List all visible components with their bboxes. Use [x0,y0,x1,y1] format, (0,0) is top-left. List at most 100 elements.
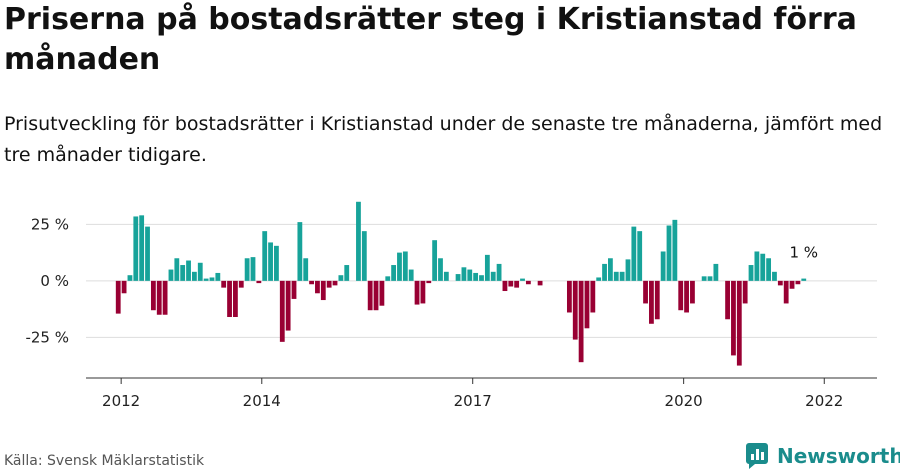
bar [473,272,479,281]
bar [397,252,402,281]
x-tick-label: 2022 [805,392,843,410]
bar [772,271,777,281]
x-tick-label: 2017 [454,392,492,410]
bar [279,280,285,342]
bar [514,280,520,288]
bar [479,275,484,281]
bar [145,226,150,281]
bar [654,280,660,320]
bar [596,277,602,281]
bar [643,280,648,304]
bar [608,258,613,281]
bar [602,263,607,281]
bar [315,280,320,294]
bar [408,269,414,281]
bar [760,253,766,281]
bar [795,280,801,285]
bar [754,251,760,281]
y-tick-label: -25 % [25,328,69,346]
bar [168,269,174,281]
brand-name: Newsworthy [777,444,900,468]
last-value-label: 1 % [789,244,818,262]
bar [584,280,590,329]
bar [766,258,772,281]
bar [215,272,221,281]
bar [320,280,326,301]
bar [385,276,391,281]
bar [209,277,215,281]
bar [238,280,244,288]
bar [572,280,578,340]
bar [221,280,227,288]
bar [391,265,397,281]
bar [426,280,432,284]
bar [250,257,256,281]
bar [180,265,186,281]
bar [684,280,689,313]
bar [566,280,572,313]
bar [520,278,525,281]
bar [443,271,449,281]
x-tick-label: 2012 [102,392,140,410]
bar [678,280,684,311]
bar [373,280,379,311]
bar [291,280,297,299]
bar [156,280,162,315]
bar [127,275,133,281]
chart-title: Priserna på bostadsrätter steg i Kristia… [4,2,857,77]
bar [619,271,625,281]
bar [502,280,508,292]
newsworthy-logo-icon [746,443,768,469]
bar [227,280,232,317]
y-tick-label: 0 % [40,272,69,290]
bar [461,267,467,281]
bar [660,251,666,281]
chart-subtitle: Prisutveckling för bostadsrätter i Krist… [4,113,883,166]
source-note: Källa: Svensk Mäklarstatistik [4,453,205,469]
bar [701,276,707,281]
bar [707,276,713,281]
bar [414,280,420,305]
bar [496,263,502,281]
bar [467,269,473,281]
bar-chart: 25 % 0 % -25 % 2012 2014 2017 2020 2022 1 % [25,201,877,410]
bar [197,262,203,281]
bar [367,280,373,311]
bar [274,245,279,281]
bar [361,231,367,281]
bar [191,271,197,281]
bar [731,280,736,356]
brand[interactable]: Newsworthy [745,442,900,470]
bar [203,278,209,281]
bar [402,251,408,281]
bar [748,265,754,281]
bar [244,258,250,281]
bar [649,280,654,324]
bar [666,225,672,281]
bar [121,280,127,294]
bar [162,280,168,315]
bar [115,280,121,314]
bar [150,280,156,311]
bar [338,275,344,281]
bar [690,280,695,304]
bar [777,280,783,286]
bar [672,219,678,281]
bar [631,226,637,281]
bar [326,280,332,288]
bar [484,254,490,281]
bar [332,280,338,286]
bar [725,280,730,320]
bar [637,231,643,281]
x-tick-label: 2014 [243,392,281,410]
y-tick-label: 25 % [31,215,69,233]
bar [789,280,795,289]
bar [174,258,180,281]
bar [783,280,789,304]
bar [344,265,350,281]
bar [262,231,268,281]
x-tick-label: 2020 [665,392,703,410]
bar [578,280,584,363]
bar [438,258,443,281]
bar [455,274,461,281]
